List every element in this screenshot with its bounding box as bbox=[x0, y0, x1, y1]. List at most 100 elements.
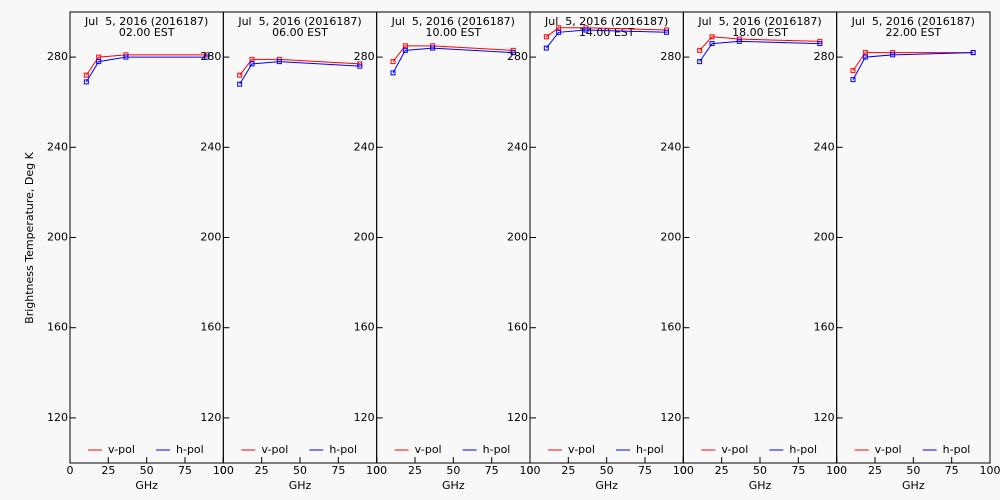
x-tick-label: 75 bbox=[178, 464, 192, 477]
panel-subtitle: 06.00 EST bbox=[272, 26, 328, 39]
x-tick-label: 50 bbox=[446, 464, 460, 477]
x-tick-label: 0 bbox=[527, 464, 534, 477]
data-point bbox=[583, 27, 589, 33]
panel-title: Jul 5, 2016 (2016187) bbox=[544, 15, 668, 28]
y-tick-label: 280 bbox=[47, 50, 68, 63]
series-line bbox=[852, 52, 974, 80]
x-axis-label: GHz bbox=[749, 479, 772, 492]
x-tick-label: 0 bbox=[373, 464, 380, 477]
data-point bbox=[850, 68, 856, 74]
x-tick-label: 50 bbox=[906, 464, 920, 477]
series-line bbox=[699, 40, 820, 62]
data-point bbox=[249, 61, 255, 67]
y-tick-label: 120 bbox=[354, 411, 375, 424]
data-point bbox=[390, 59, 396, 65]
x-axis-label: GHz bbox=[902, 479, 925, 492]
x-tick-label: 75 bbox=[485, 464, 499, 477]
data-point bbox=[543, 34, 549, 40]
panel-subtitle: 10.00 EST bbox=[426, 26, 482, 39]
panel-subtitle: 18.00 EST bbox=[732, 26, 788, 39]
x-tick-label: 75 bbox=[331, 464, 345, 477]
series-line bbox=[545, 29, 667, 49]
data-point bbox=[709, 41, 715, 47]
data-point bbox=[96, 59, 102, 65]
data-point bbox=[510, 50, 516, 56]
x-tick-label: 100 bbox=[520, 464, 541, 477]
y-tick-label: 160 bbox=[200, 321, 221, 334]
x-axis-label: GHz bbox=[135, 479, 158, 492]
data-point bbox=[736, 38, 742, 44]
data-point bbox=[402, 43, 408, 49]
data-point bbox=[83, 79, 89, 85]
y-tick-label: 120 bbox=[200, 411, 221, 424]
x-tick-label: 25 bbox=[255, 464, 269, 477]
legend-label: v-pol bbox=[721, 443, 748, 456]
x-tick-label: 0 bbox=[220, 464, 227, 477]
panel-subtitle: 22.00 EST bbox=[886, 26, 942, 39]
data-point bbox=[697, 59, 703, 65]
data-point bbox=[817, 41, 823, 47]
data-point bbox=[862, 50, 868, 56]
x-axis-label: GHz bbox=[595, 479, 618, 492]
y-tick-label: 160 bbox=[814, 321, 835, 334]
data-point bbox=[357, 63, 363, 69]
x-axis-label: GHz bbox=[442, 479, 465, 492]
y-axis-label: Brightness Temperature, Deg K bbox=[23, 151, 36, 323]
series-line bbox=[392, 45, 514, 62]
data-point bbox=[890, 52, 896, 58]
legend-label: v-pol bbox=[568, 443, 595, 456]
panel-title: Jul 5, 2016 (2016187) bbox=[237, 15, 361, 28]
x-axis-label: GHz bbox=[289, 479, 312, 492]
y-tick-label: 280 bbox=[507, 50, 528, 63]
data-point bbox=[543, 45, 549, 51]
y-tick-label: 200 bbox=[814, 231, 835, 244]
y-tick-label: 160 bbox=[47, 321, 68, 334]
x-tick-label: 100 bbox=[826, 464, 847, 477]
y-tick-label: 280 bbox=[814, 50, 835, 63]
y-tick-label: 200 bbox=[507, 231, 528, 244]
legend-label: h-pol bbox=[176, 443, 204, 456]
x-tick-label: 25 bbox=[561, 464, 575, 477]
x-tick-label: 50 bbox=[600, 464, 614, 477]
y-tick-label: 160 bbox=[507, 321, 528, 334]
series-line bbox=[239, 58, 360, 76]
legend-label: h-pol bbox=[329, 443, 357, 456]
series-line bbox=[699, 36, 820, 51]
y-tick-label: 240 bbox=[200, 140, 221, 153]
panel-title: Jul 5, 2016 (2016187) bbox=[697, 15, 821, 28]
series-line bbox=[852, 52, 974, 71]
y-tick-label: 280 bbox=[200, 50, 221, 63]
data-point bbox=[390, 70, 396, 76]
x-tick-label: 0 bbox=[67, 464, 74, 477]
legend-label: v-pol bbox=[415, 443, 442, 456]
x-tick-label: 75 bbox=[638, 464, 652, 477]
x-tick-label: 100 bbox=[366, 464, 387, 477]
data-point bbox=[83, 72, 89, 78]
x-tick-label: 50 bbox=[753, 464, 767, 477]
x-tick-label: 25 bbox=[408, 464, 422, 477]
legend-label: v-pol bbox=[261, 443, 288, 456]
series-line bbox=[546, 27, 667, 38]
legend-label: v-pol bbox=[875, 443, 902, 456]
y-tick-label: 160 bbox=[354, 321, 375, 334]
x-tick-label: 25 bbox=[101, 464, 115, 477]
y-tick-label: 160 bbox=[660, 321, 681, 334]
y-tick-label: 200 bbox=[660, 231, 681, 244]
data-point bbox=[970, 50, 976, 56]
panel-subtitle: 02.00 EST bbox=[119, 26, 175, 39]
legend-label: h-pol bbox=[943, 443, 971, 456]
y-tick-label: 200 bbox=[47, 231, 68, 244]
panel-title: Jul 5, 2016 (2016187) bbox=[391, 15, 515, 28]
y-tick-label: 120 bbox=[507, 411, 528, 424]
data-point bbox=[556, 29, 562, 35]
y-tick-label: 280 bbox=[660, 50, 681, 63]
series-line bbox=[85, 56, 207, 83]
data-point bbox=[276, 59, 282, 65]
y-tick-label: 240 bbox=[354, 140, 375, 153]
x-tick-label: 50 bbox=[140, 464, 154, 477]
legend-label: v-pol bbox=[108, 443, 135, 456]
y-tick-label: 120 bbox=[814, 411, 835, 424]
series-line bbox=[392, 47, 514, 74]
y-tick-label: 280 bbox=[354, 50, 375, 63]
